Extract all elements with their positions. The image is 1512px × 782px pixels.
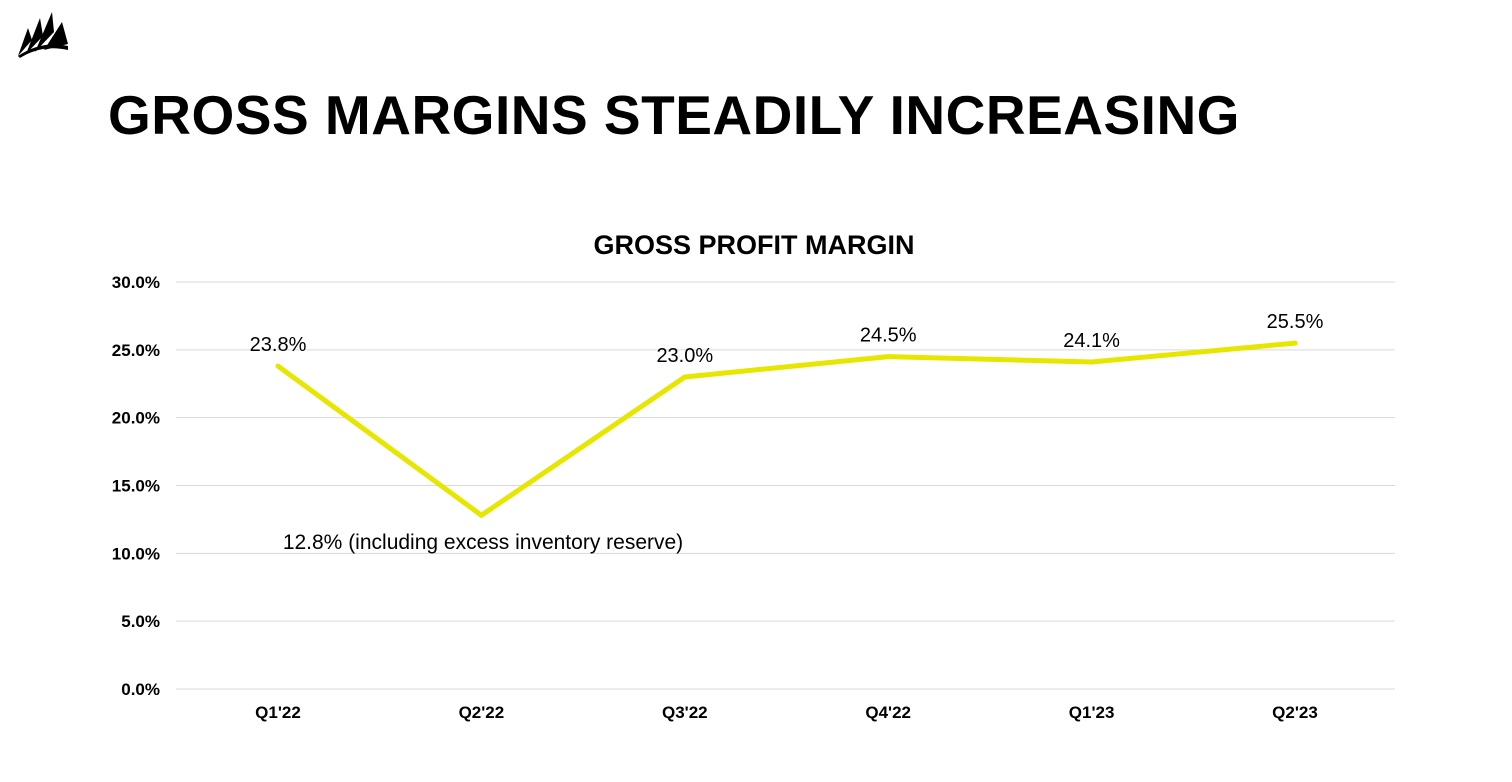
chart-title: GROSS PROFIT MARGIN: [593, 230, 914, 260]
x-tick-label: Q2'22: [459, 703, 505, 722]
y-tick-label: 25.0%: [112, 341, 160, 360]
series-line: [275, 340, 1298, 518]
x-tick-label: Q1'23: [1069, 703, 1115, 722]
x-axis-tick-labels: Q1'22 Q2'22 Q3'22 Q4'22 Q1'23 Q2'23: [255, 703, 1318, 722]
gridlines: [176, 281, 1395, 690]
x-tick-label: Q2'23: [1272, 703, 1318, 722]
data-label: 24.1%: [1063, 330, 1120, 352]
q2-22-annotation: 12.8% (including excess inventory reserv…: [283, 531, 683, 554]
y-tick-label: 30.0%: [112, 273, 160, 292]
y-tick-label: 20.0%: [112, 409, 160, 428]
data-label: 24.5%: [860, 325, 917, 347]
x-tick-label: Q1'22: [255, 703, 301, 722]
data-label: 23.8%: [250, 334, 307, 356]
data-label: 23.0%: [656, 345, 713, 367]
data-point: [478, 512, 484, 518]
series-line-group: [275, 340, 1298, 518]
y-tick-label: 5.0%: [121, 612, 160, 631]
x-tick-label: Q4'22: [865, 703, 911, 722]
data-labels: 23.8% 23.0% 24.5% 24.1% 25.5%: [250, 311, 1324, 367]
x-tick-label: Q3'22: [662, 703, 708, 722]
data-label: 25.5%: [1267, 311, 1324, 333]
slide-title: GROSS MARGINS STEADILY INCREASING: [108, 84, 1240, 146]
data-point: [885, 354, 891, 360]
data-point: [682, 374, 688, 380]
y-tick-label: 10.0%: [112, 544, 160, 563]
y-axis-tick-labels: 0.0% 5.0% 10.0% 15.0% 20.0% 25.0% 30.0%: [112, 273, 160, 699]
y-tick-label: 0.0%: [121, 680, 160, 699]
corsair-sails-logo-icon: [18, 12, 68, 58]
data-point: [1089, 359, 1095, 365]
data-point: [275, 363, 281, 369]
data-point: [1292, 340, 1298, 346]
y-tick-label: 15.0%: [112, 477, 160, 496]
